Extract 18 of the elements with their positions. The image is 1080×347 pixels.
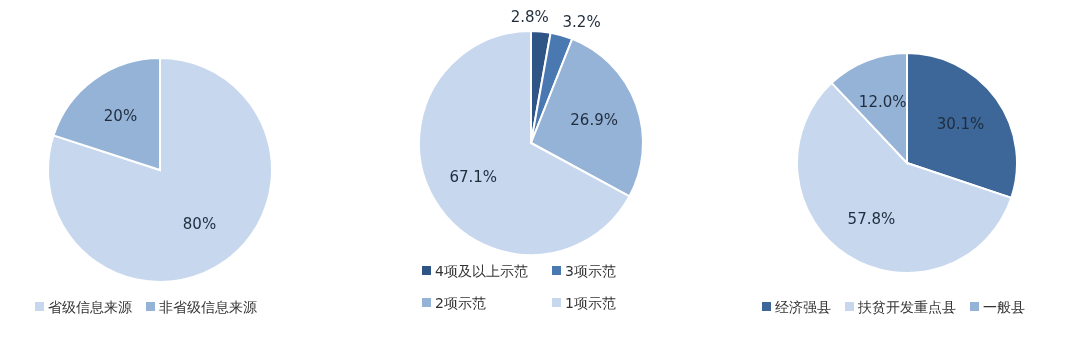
legend-label: 非省级信息来源 xyxy=(159,299,257,315)
legend-label: 4项及以上示范 xyxy=(435,263,528,279)
legend-label: 一般县 xyxy=(983,299,1025,315)
data-label: 80% xyxy=(182,215,217,234)
legend-label: 3项示范 xyxy=(565,263,616,279)
data-label: 26.9% xyxy=(570,111,618,130)
data-label: 30.1% xyxy=(936,115,985,134)
legend-label: 2项示范 xyxy=(435,295,486,311)
data-label: 67.1% xyxy=(449,168,498,187)
data-label: 12.0% xyxy=(858,92,907,111)
data-label: 3.2% xyxy=(562,12,601,31)
data-label: 57.8% xyxy=(847,209,896,228)
legend-label: 扶贫开发重点县 xyxy=(857,299,956,315)
data-label: 2.8% xyxy=(510,8,549,27)
legend-label: 省级信息来源 xyxy=(48,299,132,315)
data-label: 20% xyxy=(103,106,138,125)
legend-label: 1项示范 xyxy=(565,295,616,311)
legend-label: 经济强县 xyxy=(775,299,831,315)
